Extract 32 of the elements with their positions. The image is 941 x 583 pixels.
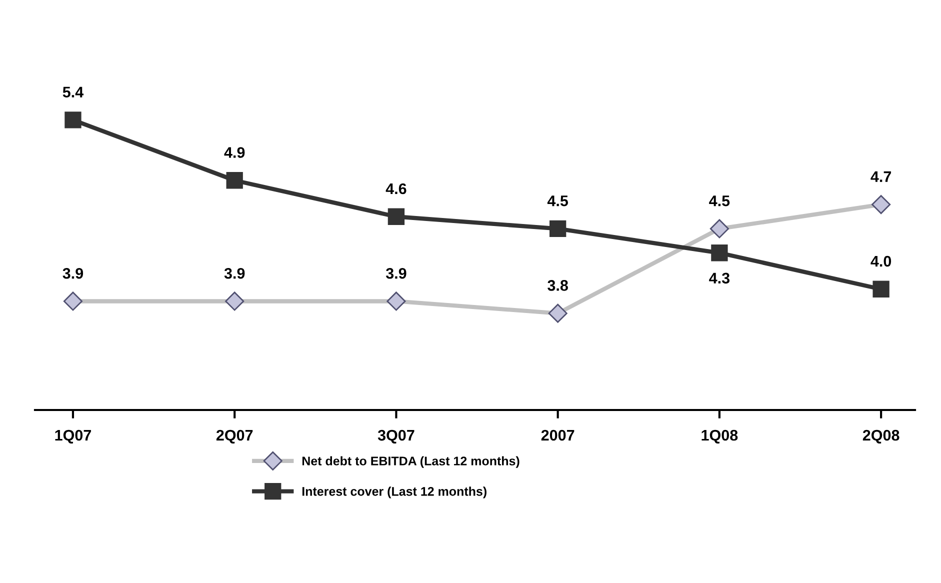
x-tick-label: 2Q07 bbox=[216, 430, 253, 444]
point bbox=[548, 304, 568, 323]
data-label: 3.9 bbox=[62, 268, 84, 279]
data-label: 4.3 bbox=[709, 272, 730, 284]
point bbox=[225, 292, 244, 311]
point bbox=[711, 244, 728, 262]
data-label: 4.6 bbox=[386, 183, 406, 194]
point bbox=[872, 195, 891, 214]
x-tick-label: 1Q08 bbox=[702, 430, 738, 444]
x-tick-label: 2007 bbox=[541, 430, 574, 441]
point bbox=[63, 292, 83, 311]
data-label: 4.5 bbox=[547, 196, 568, 206]
point bbox=[388, 208, 405, 225]
data-label: 4.5 bbox=[709, 196, 730, 206]
data-label: 4.0 bbox=[870, 256, 892, 267]
data-label: 4.9 bbox=[224, 147, 245, 158]
data-label: 3.9 bbox=[386, 268, 406, 279]
point bbox=[710, 219, 729, 238]
legend-label: Net debt to EBITDA (Last 12 months) bbox=[302, 456, 520, 468]
point bbox=[386, 292, 406, 311]
x-tick-label: 2Q08 bbox=[862, 430, 900, 444]
point bbox=[872, 280, 890, 298]
x-tick-label: 3Q07 bbox=[378, 430, 414, 444]
data-label: 3.9 bbox=[224, 268, 245, 279]
point bbox=[549, 220, 566, 238]
data-label: 5.4 bbox=[62, 86, 84, 98]
point bbox=[64, 112, 82, 128]
point bbox=[226, 172, 243, 189]
data-label: 3.8 bbox=[548, 280, 568, 291]
legend-label: Interest cover (Last 12 months) bbox=[302, 486, 486, 498]
x-tick-label: 1Q07 bbox=[55, 430, 91, 444]
data-label: 4.7 bbox=[870, 171, 892, 182]
